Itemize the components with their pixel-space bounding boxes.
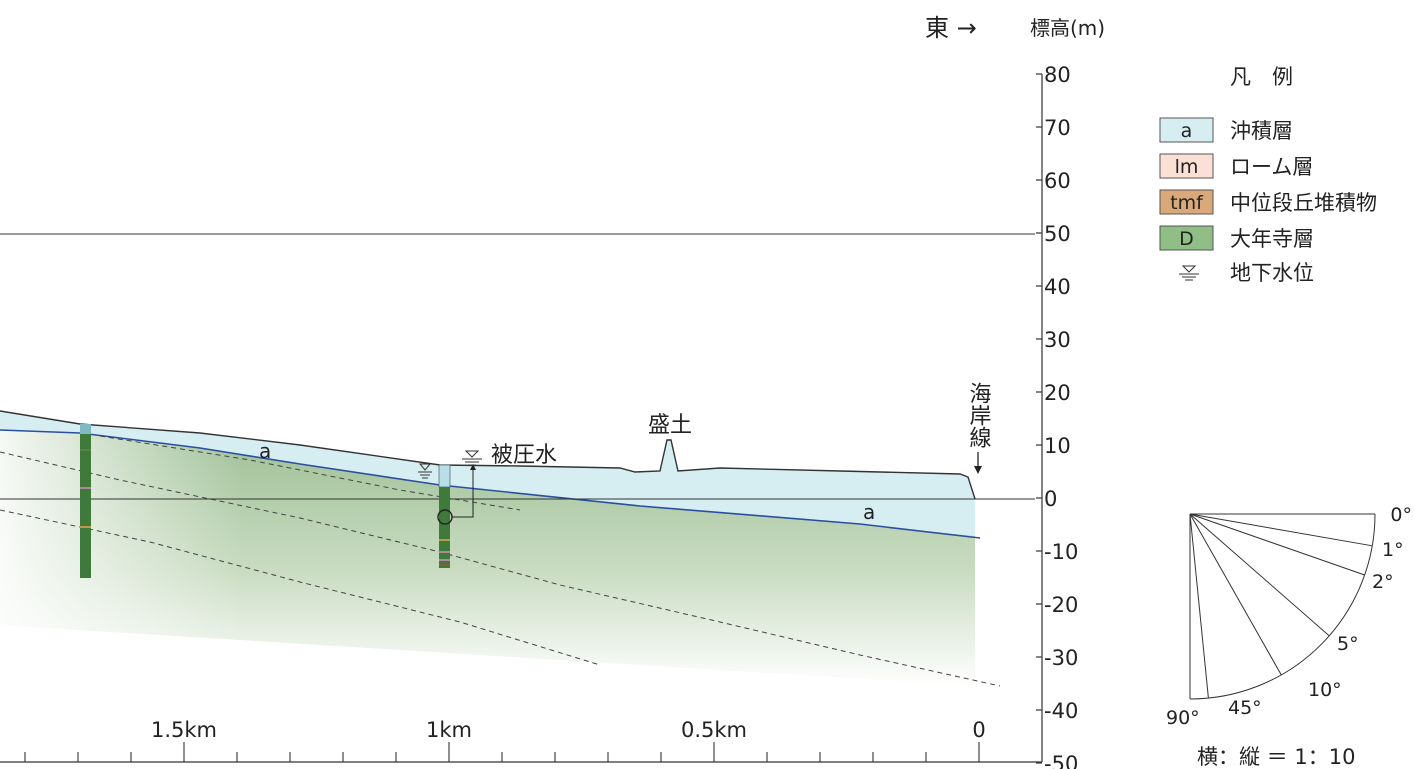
dip-angle-line bbox=[1189, 513, 1282, 676]
elevation-axis-title: 標高(m) bbox=[1030, 16, 1105, 40]
scale-ratio-text: 横：縦 ＝ 1：10 bbox=[1197, 745, 1355, 769]
confined-water-pipe bbox=[452, 468, 474, 518]
legend-swatch bbox=[1159, 153, 1214, 179]
dip-angle-scale: 0° 1° 2° 5° 10° 45° 90° 横：縦 ＝ 1：10 bbox=[1166, 504, 1412, 769]
legend-swatch bbox=[1159, 117, 1214, 143]
elevation-tick-label: -40 bbox=[1044, 699, 1078, 723]
dip-angle-label: 5° bbox=[1337, 633, 1359, 655]
dip-angle-label: 0° bbox=[1390, 504, 1412, 526]
elevation-tick-label: 10 bbox=[1044, 434, 1071, 458]
elevation-tick-label: 80 bbox=[1044, 63, 1071, 87]
legend-code: lm bbox=[1175, 156, 1199, 178]
coastline-label: 海岸線 bbox=[966, 382, 992, 448]
elevation-tick-label: 40 bbox=[1044, 275, 1071, 299]
elevation-tick-label: 70 bbox=[1044, 116, 1071, 140]
distance-label: 0.5km bbox=[681, 718, 747, 742]
legend-code: D bbox=[1179, 228, 1194, 250]
taineiji-fade bbox=[0, 430, 975, 686]
alluvium-label-1: a bbox=[259, 439, 271, 463]
elevation-tick-label: -50 bbox=[1044, 752, 1078, 769]
elevation-axis-ticks: 80 70 60 50 40 30 20 10 0 -10 -20 -30 -40 -50 bbox=[1036, 63, 1078, 769]
elevation-tick-label: 30 bbox=[1044, 328, 1071, 352]
dip-angle-line bbox=[1189, 513, 1209, 699]
distance-label: 1km bbox=[426, 718, 472, 742]
legend-code: tmf bbox=[1170, 192, 1204, 214]
elevation-tick-label: -10 bbox=[1044, 540, 1078, 564]
legend: 凡 例 a 沖積層 lm ローム層 tmf 中位段丘堆積物 D 大年寺層 地下水位 bbox=[1159, 65, 1377, 285]
distance-axis-labels: 1.5km 1km 0.5km 0 bbox=[151, 718, 986, 742]
water-table-symbol-borehole bbox=[418, 463, 432, 479]
legend-water-table-label: 地下水位 bbox=[1230, 261, 1314, 285]
dip-angle-line bbox=[1189, 513, 1365, 576]
elevation-tick-label: 60 bbox=[1044, 169, 1071, 193]
water-table-symbol-confined bbox=[462, 450, 482, 466]
elevation-tick-label: 50 bbox=[1044, 222, 1071, 246]
dip-angle-label: 10° bbox=[1308, 679, 1342, 701]
legend-code: a bbox=[1181, 120, 1193, 142]
legend-swatch bbox=[1159, 225, 1214, 251]
legend-label: 沖積層 bbox=[1230, 119, 1293, 143]
elevation-tick-label: -20 bbox=[1044, 593, 1078, 617]
dip-angle-label: 45° bbox=[1228, 697, 1262, 719]
alluvium-label-2: a bbox=[863, 500, 875, 524]
borehole-center bbox=[437, 464, 476, 568]
elevation-tick-label: 20 bbox=[1044, 381, 1071, 405]
borehole-left bbox=[80, 424, 91, 578]
alluvium-layer bbox=[0, 411, 975, 536]
fill-embankment-label: 盛土 bbox=[648, 413, 692, 438]
dip-angle-label: 2° bbox=[1372, 571, 1394, 593]
elevation-tick-label: -30 bbox=[1044, 646, 1078, 670]
legend-water-table-icon bbox=[1179, 265, 1199, 281]
dip-angle-label: 90° bbox=[1166, 707, 1200, 729]
distance-label: 0 bbox=[972, 718, 985, 742]
dip-angle-line bbox=[1189, 513, 1330, 637]
dip-angle-label: 1° bbox=[1382, 539, 1404, 561]
legend-label: ローム層 bbox=[1230, 155, 1313, 179]
elevation-tick-label: 0 bbox=[1044, 487, 1057, 511]
ground-surface-line bbox=[0, 410, 976, 500]
distance-label: 1.5km bbox=[151, 718, 217, 742]
legend-title: 凡 例 bbox=[1230, 65, 1293, 89]
confined-water-label: 被圧水 bbox=[491, 443, 557, 468]
dip-angle-line bbox=[1189, 513, 1373, 547]
direction-label: 東 → bbox=[925, 14, 977, 42]
strata-dashed-lines bbox=[0, 435, 1001, 687]
distance-axis-ticks bbox=[24, 742, 980, 762]
legend-swatch bbox=[1159, 189, 1214, 215]
legend-label: 大年寺層 bbox=[1230, 227, 1314, 251]
legend-label: 中位段丘堆積物 bbox=[1230, 191, 1377, 215]
alluvium-base-line bbox=[0, 429, 981, 539]
